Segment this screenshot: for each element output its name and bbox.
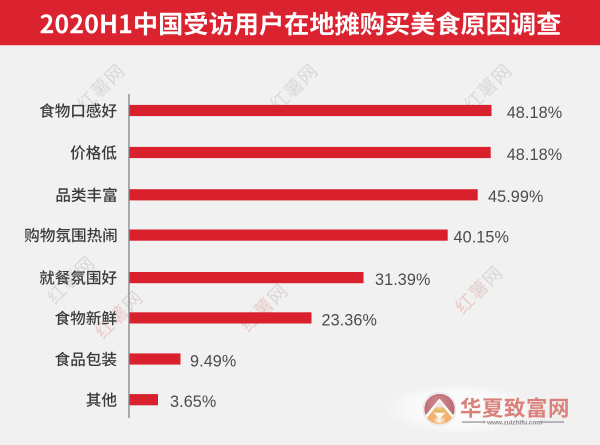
svg-text:48.18%: 48.18% xyxy=(507,104,563,122)
svg-text:48.18%: 48.18% xyxy=(507,146,563,164)
svg-text:9.49%: 9.49% xyxy=(190,352,236,370)
svg-text:23.36%: 23.36% xyxy=(322,311,378,329)
svg-text:45.99%: 45.99% xyxy=(488,188,544,206)
svg-text:40.15%: 40.15% xyxy=(454,229,510,247)
svg-text:3.65%: 3.65% xyxy=(170,393,216,411)
svg-text:31.39%: 31.39% xyxy=(375,271,431,289)
svg-text:www.zuizhifu.com: www.zuizhifu.com xyxy=(486,420,542,427)
